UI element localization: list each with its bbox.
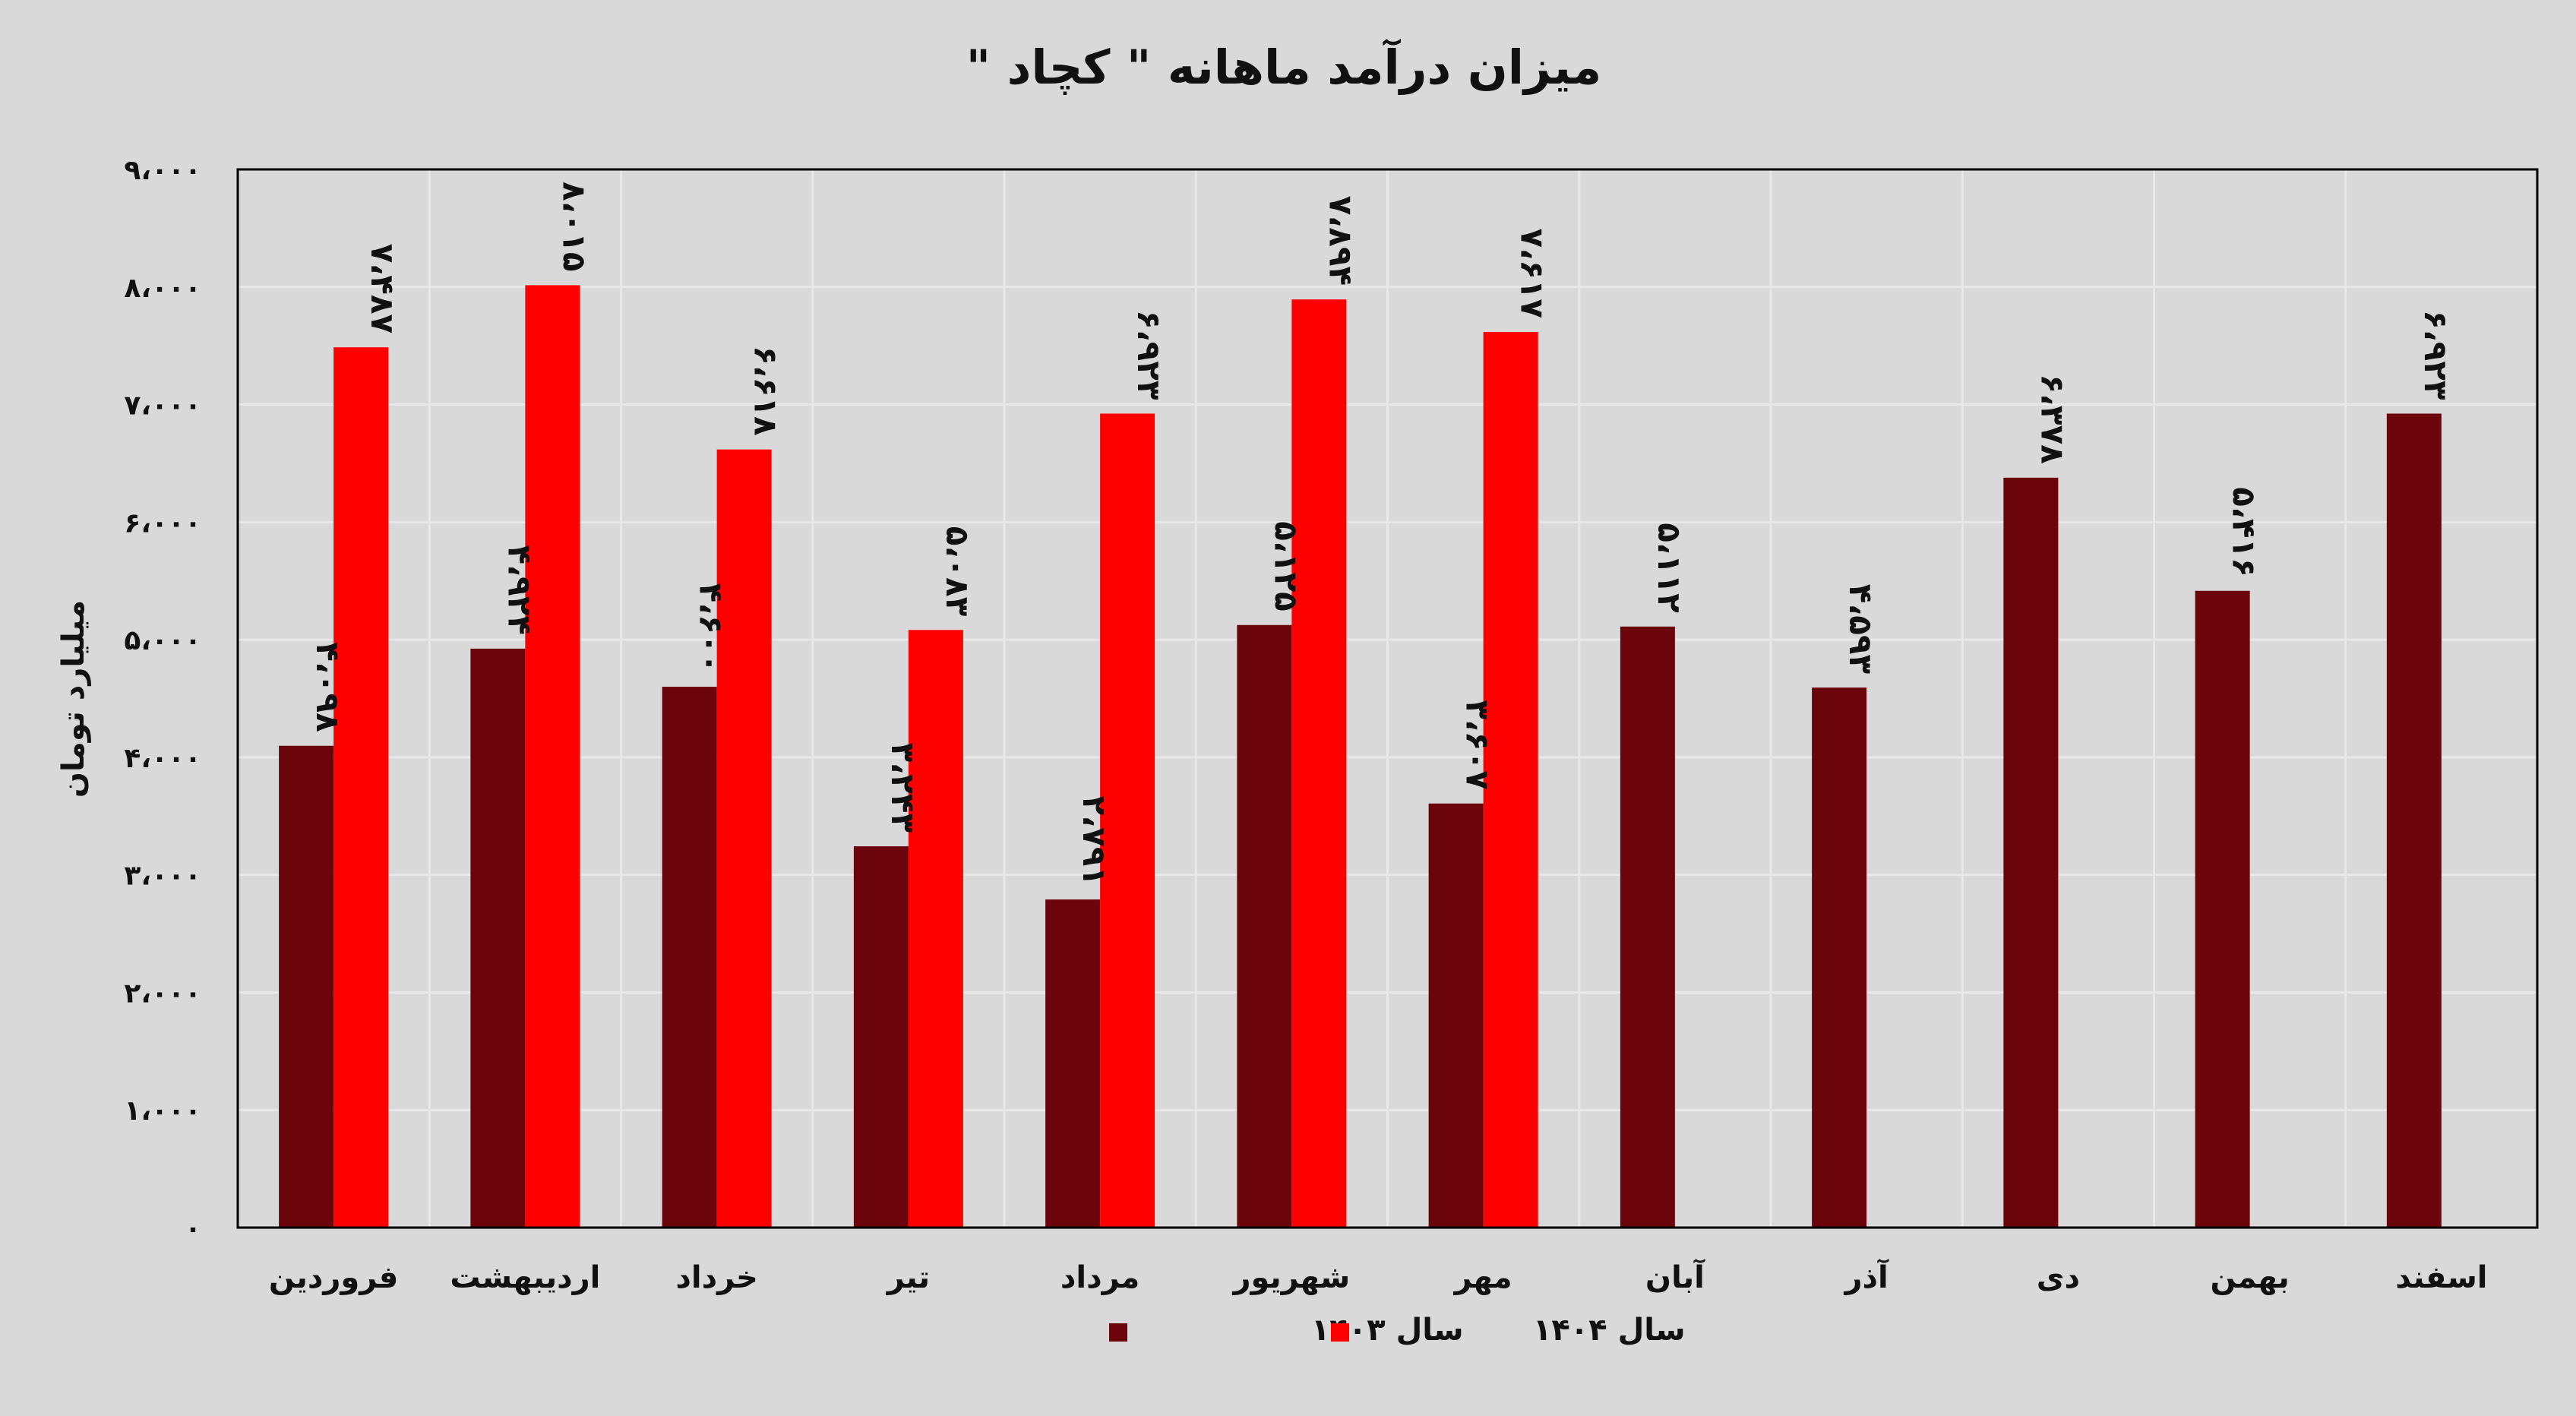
- y-tick-label: ۶،۰۰۰: [124, 507, 201, 539]
- y-tick-label: ۵،۰۰۰: [124, 625, 201, 656]
- y-tick-label: ۰: [185, 1213, 201, 1244]
- x-axis-categories: فروردین اردیبهشت خرداد تیر مرداد شهریور مهر آبا…: [269, 1258, 2488, 1295]
- bar-1403: [662, 687, 717, 1228]
- data-label: ۳،۲۴۳: [884, 743, 921, 833]
- y-axis-label: میلیارد تومان: [56, 600, 91, 798]
- data-label: ۵،۴۱۶: [2226, 487, 2263, 577]
- plot-frame: [236, 168, 2539, 1229]
- bar-1404: [333, 347, 389, 1228]
- legend: سال ۱۴۰۳سال ۱۴۰۴: [1109, 1313, 1686, 1348]
- legend-swatch: [1109, 1323, 1127, 1342]
- x-tick-label: شهریور: [1232, 1260, 1351, 1295]
- legend-swatch: [1331, 1323, 1349, 1342]
- x-tick-label: مرداد: [1060, 1260, 1139, 1295]
- data-label: ۵،۱۱۲: [1651, 523, 1688, 613]
- bar-1403: [279, 745, 334, 1228]
- x-tick-label: تیر: [886, 1260, 930, 1295]
- bar-1403: [1428, 803, 1484, 1228]
- data-label: ۳،۶۰۷: [1459, 700, 1497, 790]
- bar-1403: [1620, 626, 1675, 1228]
- x-tick-label: بهمن: [2211, 1260, 2290, 1295]
- y-tick-label: ۳،۰۰۰: [124, 861, 201, 892]
- bar-1403: [2386, 413, 2442, 1228]
- y-tick-label: ۸،۰۰۰: [124, 273, 201, 304]
- bar-1404: [525, 285, 580, 1228]
- data-label: ۴،۰۹۸: [309, 642, 346, 732]
- y-tick-label: ۲،۰۰۰: [124, 978, 201, 1009]
- x-tick-label: خرداد: [675, 1260, 757, 1295]
- bar-1404: [908, 630, 963, 1228]
- bar-1403: [853, 846, 909, 1228]
- bar-1403: [2003, 477, 2059, 1228]
- bar-1403: [1045, 899, 1101, 1228]
- y-tick-label: ۱،۰۰۰: [124, 1095, 201, 1127]
- x-tick-label: مهر: [1453, 1260, 1512, 1295]
- bar-1404: [1483, 332, 1538, 1228]
- data-label: ۸،۰۱۵: [555, 182, 593, 272]
- bar-1404: [716, 449, 772, 1228]
- data-label: ۷،۸۹۴: [1322, 196, 1359, 286]
- x-tick-label: اردیبهشت: [450, 1260, 600, 1295]
- data-label: ۴،۵۹۳: [1842, 584, 1879, 675]
- bar-1403: [1237, 624, 1292, 1228]
- data-label: ۶،۶۱۸: [748, 346, 785, 436]
- x-tick-label: فروردین: [269, 1260, 399, 1295]
- bar-1404: [1100, 413, 1155, 1228]
- data-label: ۶،۳۷۸: [2034, 374, 2071, 464]
- data-label: ۶،۹۲۳: [1130, 310, 1168, 400]
- data-label: ۵،۰۸۳: [939, 526, 976, 617]
- bar-1404: [1291, 299, 1347, 1228]
- data-label: ۲،۷۹۱: [1076, 796, 1113, 887]
- data-label: ۶،۹۲۳: [2417, 310, 2454, 400]
- bar-1403: [1812, 687, 1867, 1228]
- data-label: ۴،۹۲۴: [501, 545, 538, 635]
- y-tick-label: ۴،۰۰۰: [124, 743, 201, 774]
- gridlines: [238, 169, 2537, 1228]
- y-tick-label: ۹،۰۰۰: [124, 155, 201, 186]
- x-tick-label: آذر: [1843, 1258, 1889, 1295]
- data-label: ۵،۱۲۵: [1267, 521, 1304, 612]
- chart-title: میزان درآمد ماهانه " کچاد ": [966, 38, 1602, 95]
- x-tick-label: آبان: [1645, 1258, 1705, 1295]
- bars: [279, 285, 2442, 1228]
- data-label: ۷،۶۱۷: [1514, 229, 1551, 319]
- y-tick-label: ۷،۰۰۰: [124, 390, 201, 422]
- legend-label: سال ۱۴۰۴: [1533, 1313, 1686, 1348]
- data-label: ۷،۴۸۷: [364, 244, 401, 334]
- data-label: ۴،۶۰۰: [693, 583, 730, 674]
- x-tick-label: اسفند: [2395, 1260, 2487, 1295]
- x-tick-label: دی: [2037, 1260, 2080, 1295]
- data-labels: ۴،۰۹۸ ۷،۴۸۷ ۴،۹۲۴ ۸،۰۱۵ ۴،۶۰۰ ۶،۶۱۸ ۳،۲۴۳ ۵،۰۸۳…: [309, 182, 2454, 886]
- bar-1403: [2195, 590, 2250, 1228]
- bar-1403: [470, 648, 526, 1228]
- y-axis-ticks: ۰ ۱،۰۰۰ ۲،۰۰۰ ۳،۰۰۰ ۴،۰۰۰ ۵،۰۰۰ ۶،۰۰۰ ۷،۰۰۰ ۸،۰۰…: [124, 155, 201, 1244]
